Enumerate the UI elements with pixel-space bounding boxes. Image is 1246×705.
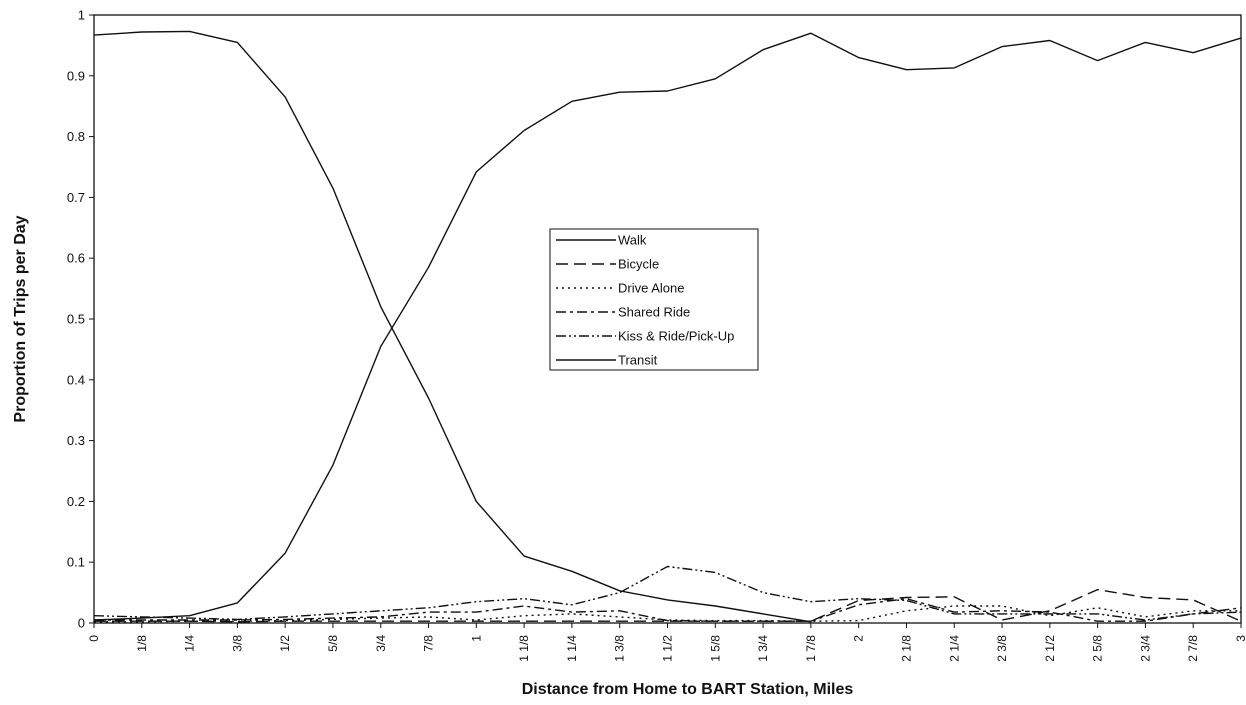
x-tick-label: 1 3/8 — [613, 635, 627, 662]
x-tick-label: 7/8 — [422, 635, 436, 652]
x-tick-label: 2 1/8 — [899, 635, 913, 662]
y-tick-label: 0.9 — [67, 68, 85, 83]
x-tick-label: 1 1/2 — [661, 635, 675, 662]
y-tick-label: 0.3 — [67, 433, 85, 448]
x-tick-label: 2 1/4 — [947, 635, 961, 662]
y-tick-label: 0.2 — [67, 494, 85, 509]
y-tick-label: 0.5 — [67, 312, 85, 327]
legend-label: Transit — [618, 353, 658, 368]
x-tick-label: 3/8 — [230, 635, 244, 652]
y-axis-label: Proportion of Trips per Day — [12, 215, 29, 422]
x-tick-label: 2 3/8 — [995, 635, 1009, 662]
x-tick-label: 1 5/8 — [708, 635, 722, 662]
legend-box — [550, 229, 758, 370]
x-tick-label: 0 — [87, 635, 101, 642]
x-tick-label: 1/2 — [278, 635, 292, 652]
y-tick-label: 0.8 — [67, 129, 85, 144]
legend-label: Shared Ride — [618, 305, 690, 320]
legend-label: Kiss & Ride/Pick-Up — [618, 329, 734, 344]
x-tick-label: 1 7/8 — [804, 635, 818, 662]
series-line-bicycle — [94, 590, 1241, 622]
x-tick-label: 2 7/8 — [1186, 635, 1200, 662]
x-tick-label: 1 3/4 — [756, 635, 770, 662]
legend-label: Drive Alone — [618, 281, 684, 296]
x-axis-label: Distance from Home to BART Station, Mile… — [522, 681, 854, 698]
y-tick-label: 1 — [78, 8, 85, 23]
x-tick-label: 2 1/2 — [1043, 635, 1057, 662]
x-tick-label: 1 1/8 — [517, 635, 531, 662]
x-tick-label: 1/4 — [183, 635, 197, 652]
x-tick-label: 2 5/8 — [1091, 635, 1105, 662]
x-tick-label: 2 3/4 — [1138, 635, 1152, 662]
x-tick-label: 2 — [852, 635, 866, 642]
x-tick-label: 5/8 — [326, 635, 340, 652]
x-tick-label: 1 — [469, 635, 483, 642]
x-tick-label: 1 1/4 — [565, 635, 579, 662]
legend-label: Bicycle — [618, 257, 659, 272]
x-tick-label: 3 — [1234, 635, 1246, 642]
y-tick-label: 0.7 — [67, 190, 85, 205]
x-tick-label: 3/4 — [374, 635, 388, 652]
series-line-shared-ride — [94, 599, 1241, 622]
x-tick-label: 1/8 — [135, 635, 149, 652]
y-tick-label: 0.1 — [67, 555, 85, 570]
y-tick-label: 0.4 — [67, 372, 85, 387]
legend-label: Walk — [618, 233, 647, 248]
y-tick-label: 0 — [78, 616, 85, 631]
y-tick-label: 0.6 — [67, 251, 85, 266]
